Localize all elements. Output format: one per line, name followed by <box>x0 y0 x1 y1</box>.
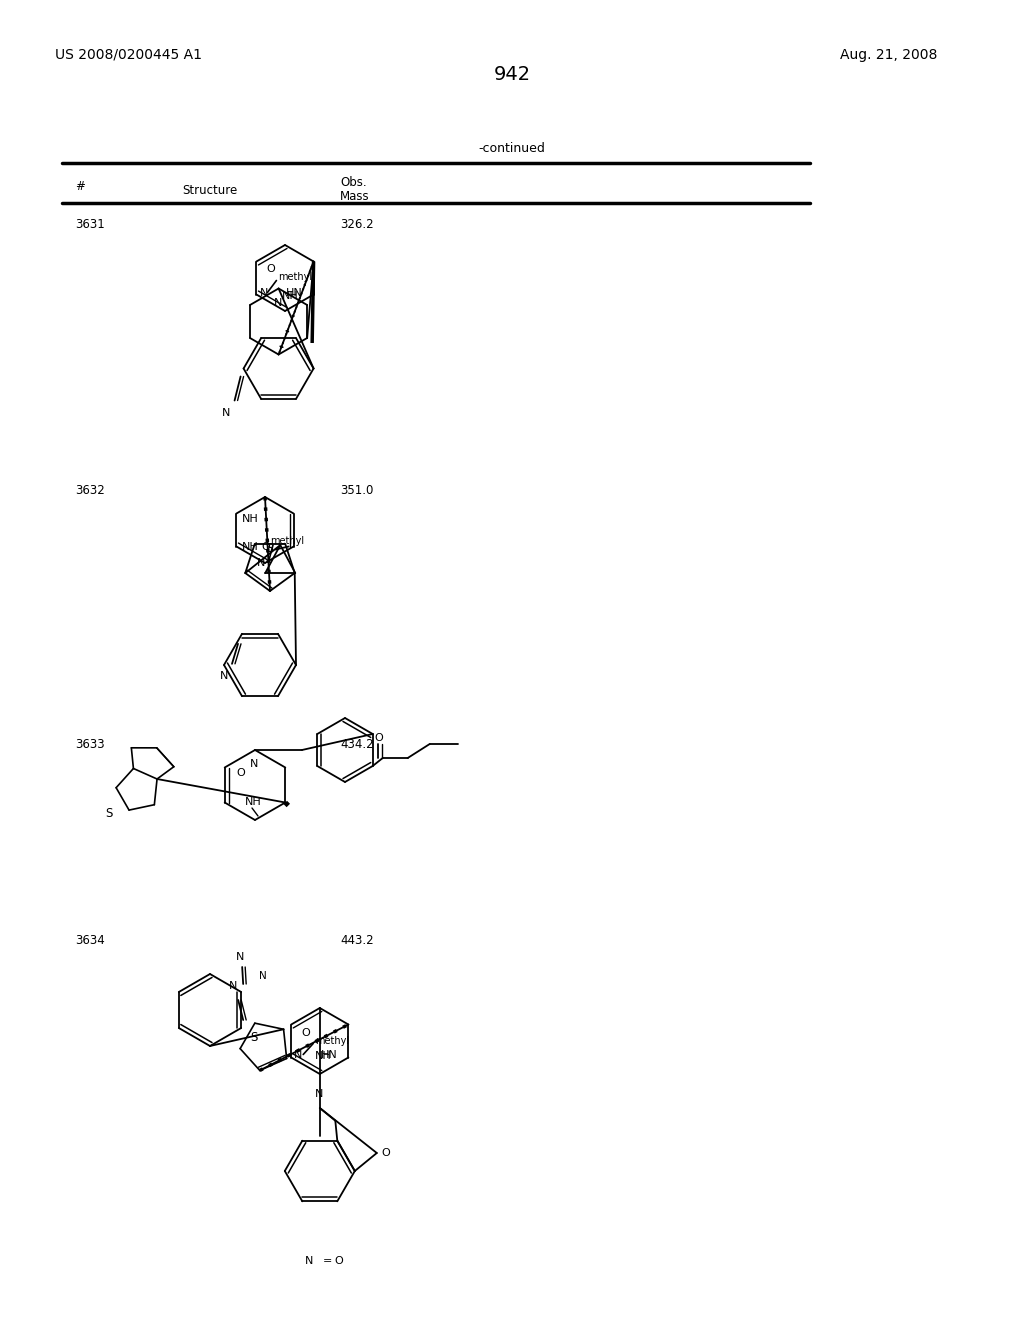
Text: #: # <box>75 181 85 194</box>
Text: NH: NH <box>282 290 299 301</box>
Text: 351.0: 351.0 <box>340 483 374 496</box>
Text: O: O <box>237 767 246 777</box>
Text: methyl: methyl <box>279 272 312 281</box>
Text: NH: NH <box>242 513 258 524</box>
Text: O: O <box>261 541 270 552</box>
Text: O: O <box>301 1027 310 1038</box>
Text: 3632: 3632 <box>75 483 104 496</box>
Text: O: O <box>382 1148 390 1158</box>
Text: N: N <box>237 952 245 962</box>
Text: Obs.: Obs. <box>340 177 367 190</box>
Text: US 2008/0200445 A1: US 2008/0200445 A1 <box>55 48 202 62</box>
Text: =: = <box>323 1257 332 1266</box>
Text: S: S <box>265 543 273 556</box>
Text: HN: HN <box>321 1051 337 1060</box>
Text: HN: HN <box>286 288 302 297</box>
Text: N: N <box>220 671 228 681</box>
Text: N: N <box>305 1257 313 1266</box>
Text: methyl: methyl <box>270 536 304 546</box>
Text: 3633: 3633 <box>75 738 104 751</box>
Text: Structure: Structure <box>182 183 238 197</box>
Text: Aug. 21, 2008: Aug. 21, 2008 <box>840 48 937 62</box>
Text: O: O <box>375 733 383 743</box>
Text: NH: NH <box>314 1051 332 1061</box>
Text: S: S <box>250 1031 257 1044</box>
Text: NH: NH <box>245 797 262 807</box>
Text: NH: NH <box>242 541 258 552</box>
Text: Mass: Mass <box>340 190 370 202</box>
Text: N: N <box>273 297 282 308</box>
Text: N: N <box>257 558 265 568</box>
Text: 3631: 3631 <box>75 219 104 231</box>
Text: 443.2: 443.2 <box>340 933 374 946</box>
Text: O: O <box>266 264 275 275</box>
Text: methyl: methyl <box>315 1036 349 1047</box>
Text: S: S <box>105 807 113 820</box>
Text: N: N <box>221 408 229 418</box>
Text: N: N <box>259 972 267 981</box>
Text: N: N <box>294 1051 303 1060</box>
Text: N: N <box>314 1089 324 1100</box>
Text: 3634: 3634 <box>75 933 104 946</box>
Text: N: N <box>259 288 268 297</box>
Text: N: N <box>250 759 258 770</box>
Text: 326.2: 326.2 <box>340 219 374 231</box>
Text: 434.2: 434.2 <box>340 738 374 751</box>
Text: O: O <box>335 1257 344 1266</box>
Text: -continued: -continued <box>478 141 546 154</box>
Text: 942: 942 <box>494 66 530 84</box>
Text: N: N <box>229 981 238 991</box>
